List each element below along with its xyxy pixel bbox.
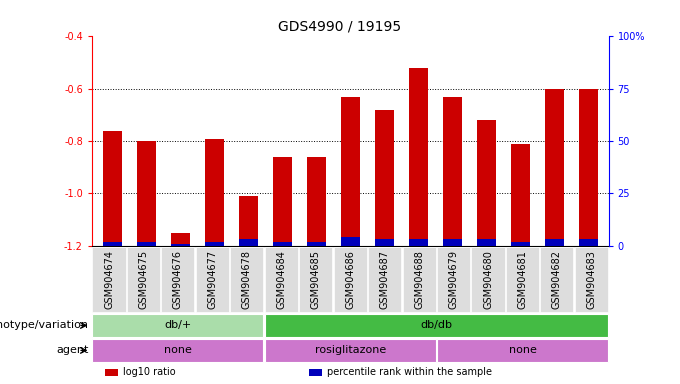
Bar (511, 144, 530, 246)
Text: db/+: db/+ (165, 320, 192, 331)
Bar (375, 240, 394, 246)
Bar (137, 141, 156, 246)
Bar (341, 237, 360, 246)
Bar (477, 240, 496, 246)
Bar (545, 240, 564, 246)
Text: GSM904684: GSM904684 (276, 250, 286, 309)
Bar (205, 242, 224, 246)
Bar (205, 139, 224, 246)
Text: GSM904680: GSM904680 (483, 250, 493, 309)
Text: db/db: db/db (420, 320, 452, 331)
Text: GSM904674: GSM904674 (104, 250, 114, 309)
Text: GSM904683: GSM904683 (586, 250, 596, 309)
Text: genotype/variation: genotype/variation (0, 320, 88, 331)
Text: percentile rank within the sample: percentile rank within the sample (327, 367, 492, 377)
Text: GSM904681: GSM904681 (517, 250, 528, 309)
Text: GSM904675: GSM904675 (139, 250, 148, 309)
Bar (511, 242, 530, 246)
Bar (579, 89, 598, 246)
Bar (443, 240, 462, 246)
Bar (341, 97, 360, 246)
Bar (273, 157, 292, 246)
Bar (239, 240, 258, 246)
Bar (171, 233, 190, 246)
Bar (443, 97, 462, 246)
Text: agent: agent (56, 345, 88, 356)
Text: rosiglitazone: rosiglitazone (315, 345, 386, 356)
Text: GSM904688: GSM904688 (414, 250, 424, 309)
Bar (307, 242, 326, 246)
Bar (103, 131, 122, 246)
Text: GSM904682: GSM904682 (552, 250, 562, 309)
Text: GSM904686: GSM904686 (345, 250, 355, 309)
Text: log10 ratio: log10 ratio (123, 367, 175, 377)
Bar (239, 196, 258, 246)
Bar (579, 240, 598, 246)
Bar (307, 157, 326, 246)
Text: none: none (509, 345, 537, 356)
Text: GSM904676: GSM904676 (173, 250, 183, 309)
Text: none: none (164, 345, 192, 356)
Text: GSM904687: GSM904687 (379, 250, 390, 309)
Bar (477, 120, 496, 246)
Text: GSM904679: GSM904679 (449, 250, 458, 309)
Bar (375, 110, 394, 246)
Text: GSM904677: GSM904677 (207, 250, 218, 309)
Bar (545, 89, 564, 246)
Text: GDS4990 / 19195: GDS4990 / 19195 (278, 19, 402, 33)
Text: GSM904685: GSM904685 (311, 250, 321, 309)
Bar (103, 242, 122, 246)
Bar (409, 240, 428, 246)
Bar (273, 242, 292, 246)
Bar (137, 242, 156, 246)
Bar (409, 68, 428, 246)
Bar (171, 244, 190, 246)
Text: GSM904678: GSM904678 (242, 250, 252, 309)
